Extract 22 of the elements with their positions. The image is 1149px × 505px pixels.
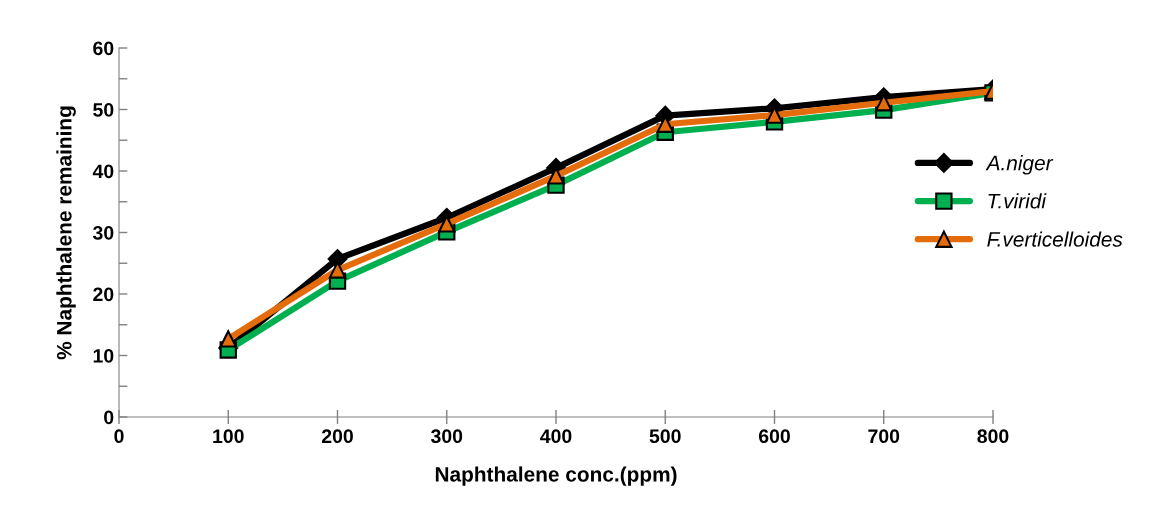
- legend-label: T.viridi: [988, 193, 1047, 209]
- x-axis-title: Naphthalene conc.(ppm): [435, 466, 677, 486]
- point: [219, 330, 237, 348]
- x-tick-label: 700: [868, 429, 900, 444]
- y-tick-label: 10: [93, 348, 114, 363]
- x-tick-label: 800: [977, 429, 1009, 444]
- y-tick-label: 60: [93, 41, 114, 56]
- x-tick-label: 300: [430, 429, 463, 444]
- legend-label: F.verticelloides: [987, 231, 1123, 247]
- y-tick-label: 50: [93, 102, 114, 117]
- y-tick-label: 0: [104, 410, 114, 425]
- y-tick-label: 30: [92, 225, 114, 240]
- y-tick-label: 40: [92, 164, 114, 179]
- y-tick-label: 20: [93, 287, 114, 302]
- x-tick-label: 100: [213, 429, 244, 444]
- x-tick-label: 500: [649, 429, 681, 444]
- x-tick-label: 400: [540, 429, 572, 444]
- y-axis-title: % Naphthalene remaining: [56, 106, 76, 360]
- x-tick-label: 0: [114, 429, 124, 444]
- x-tick-label: 600: [758, 429, 790, 444]
- x-tick-label: 200: [321, 429, 353, 444]
- legend-label: A.niger: [985, 155, 1054, 175]
